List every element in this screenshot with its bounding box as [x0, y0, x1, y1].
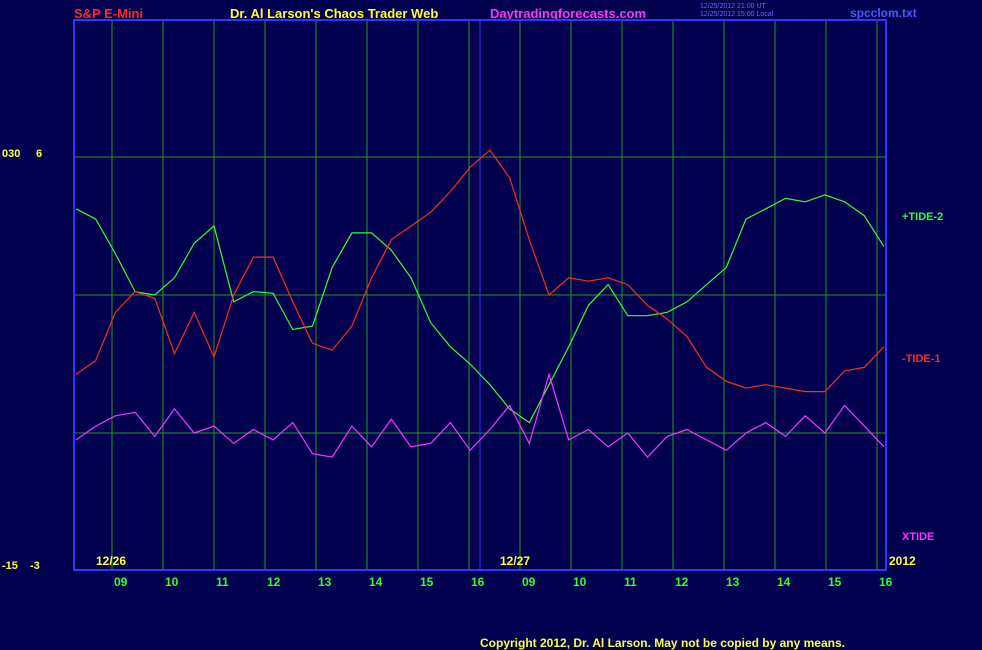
- y-bottom-label-b: -3: [30, 560, 40, 572]
- timestamp-local: 12/25/2012 15:00 Local: [700, 11, 774, 18]
- chart-title: Dr. Al Larson's Chaos Trader Web: [230, 6, 439, 21]
- grid: [74, 20, 886, 570]
- x-tick-label: 12: [267, 575, 281, 589]
- series-label: -TIDE-1: [902, 353, 941, 365]
- series-line: [75, 149, 885, 393]
- series-line: [75, 372, 885, 459]
- y-bottom-label-a: -15: [2, 560, 18, 572]
- x-tick-label: 14: [777, 575, 791, 589]
- x-tick-label: 10: [165, 575, 179, 589]
- date-label: 12/26: [96, 554, 126, 568]
- x-tick-label: 09: [114, 575, 128, 589]
- x-tick-label: 16: [471, 575, 485, 589]
- y-top-label-a: 030: [2, 148, 21, 160]
- year-label: 2012: [889, 554, 916, 568]
- timestamp-ut: 12/25/2012 21:00 UT: [700, 3, 766, 10]
- x-tick-label: 13: [318, 575, 332, 589]
- x-tick-label: 09: [522, 575, 536, 589]
- date-label: 12/27: [500, 554, 530, 568]
- series-group: [75, 149, 885, 459]
- series-line: [75, 194, 885, 424]
- data-file-label: spcclom.txt: [850, 6, 917, 20]
- x-tick-label: 10: [573, 575, 587, 589]
- x-tick-label: 15: [420, 575, 434, 589]
- website-link[interactable]: Daytradingforecasts.com: [490, 6, 647, 21]
- series-label: XTIDE: [902, 531, 934, 543]
- symbol-label: S&P E-Mini: [74, 6, 144, 21]
- x-tick-label: 13: [726, 575, 740, 589]
- copyright-notice: Copyright 2012, Dr. Al Larson. May not b…: [480, 636, 845, 650]
- plot-frame: [73, 19, 887, 571]
- x-tick-label: 16: [879, 575, 893, 589]
- x-tick-label: 11: [624, 575, 637, 589]
- y-top-label-b: 6: [36, 148, 43, 160]
- axis-labels: 09 10 11 12 13 14 15 16 09 10 11 12 13 14 15 16 12/26 12/…: [96, 211, 943, 589]
- x-tick-label: 14: [369, 575, 383, 589]
- x-tick-label: 15: [828, 575, 842, 589]
- x-tick-label: 11: [216, 575, 229, 589]
- x-tick-label: 12: [675, 575, 689, 589]
- series-label: +TIDE-2: [902, 211, 943, 223]
